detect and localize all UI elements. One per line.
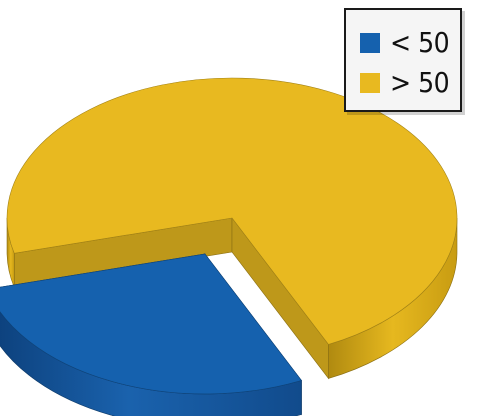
legend-label-gt50: > 50 xyxy=(390,66,450,99)
legend-item-gt50: > 50 xyxy=(360,66,450,100)
slice-gt50-top xyxy=(6,77,458,345)
legend-swatch-lt50 xyxy=(360,33,380,53)
legend-swatch-gt50 xyxy=(360,73,380,93)
chart-legend: < 50 > 50 xyxy=(344,8,462,112)
slice-lt50-top xyxy=(0,253,302,395)
legend-label-lt50: < 50 xyxy=(390,26,450,59)
legend-item-lt50: < 50 xyxy=(360,26,450,60)
